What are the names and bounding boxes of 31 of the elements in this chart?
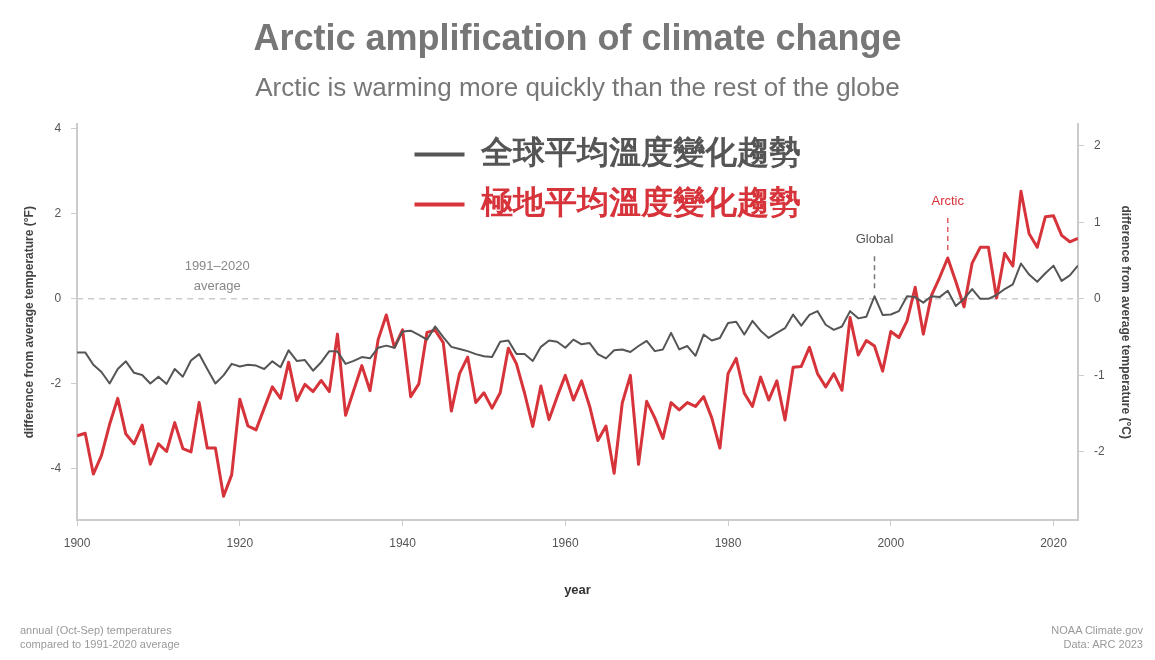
y-tick-label: -2 [50, 376, 62, 391]
ref-line-label: 1991–2020 average [184, 258, 250, 294]
chart-title: Arctic amplification of climate change [253, 16, 902, 58]
x-axis-title: year [564, 581, 591, 597]
legend-label: 極地平均溫度變化趨勢 [479, 184, 801, 221]
y2-tick-label: -1 [1093, 367, 1105, 382]
text: compared to 1991-2020 average [20, 638, 180, 650]
y2-tick-label: -2 [1093, 444, 1105, 459]
x-tick-label: 1980 [714, 535, 742, 550]
y2-tick-label: 2 [1093, 138, 1101, 153]
legend-label: 全球平均溫度變化趨勢 [479, 134, 801, 171]
chart-subtitle: Arctic is warming more quickly than the rest of the globe [255, 71, 900, 102]
x-tick-label: 1960 [551, 535, 579, 550]
x-tick-label: 1940 [389, 535, 417, 550]
text: Data: ARC 2023 [1063, 638, 1143, 650]
x-tick-label: 1900 [63, 535, 91, 550]
text: NOAA Climate.gov [1051, 624, 1144, 636]
x-tick-label: 2020 [1040, 535, 1068, 550]
x-tick-label: 1920 [226, 535, 254, 550]
y-tick-label: 2 [54, 206, 62, 221]
text: annual (Oct-Sep) temperatures [20, 624, 173, 636]
annotation: Arctic [931, 193, 965, 209]
y-tick-label: 0 [54, 291, 62, 306]
annotation: Global [855, 231, 894, 247]
y2-axis-title: difference from average temperature (°C) [1119, 205, 1134, 439]
y-tick-label: -4 [50, 461, 62, 476]
y-axis-title: difference from average temperature (°F) [21, 206, 36, 439]
y2-tick-label: 1 [1093, 214, 1101, 229]
y-tick-label: 4 [54, 120, 62, 135]
x-tick-label: 2000 [877, 535, 905, 550]
y2-tick-label: 0 [1093, 291, 1101, 306]
